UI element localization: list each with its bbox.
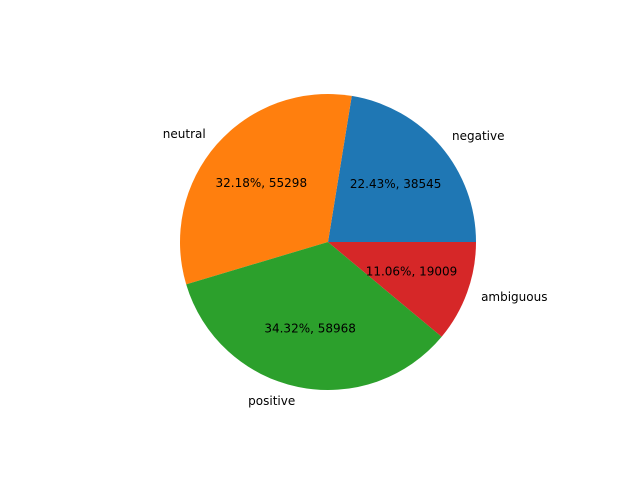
pie-slice-ambiguous: [328, 242, 476, 337]
pie-slice-negative: [328, 95, 476, 242]
slice-label-negative: negative: [452, 129, 504, 143]
slice-label-ambiguous: ambiguous: [481, 290, 547, 304]
pie-slice-neutral: [179, 94, 352, 285]
slice-label-positive: positive: [248, 394, 295, 408]
pie-slice-positive: [186, 242, 442, 391]
slice-percent-label-positive: 34.32%, 58968: [264, 321, 356, 335]
pie-labels: negative 22.43%, 38545 neutral 32.18%, 5529…: [163, 127, 548, 408]
slice-percent-label-neutral: 32.18%, 55298: [216, 176, 308, 190]
slice-label-neutral: neutral: [163, 127, 206, 141]
slice-percent-label-ambiguous: 11.06%, 19009: [366, 265, 458, 279]
pie-slices: [179, 94, 476, 391]
slice-percent-label-negative: 22.43%, 38545: [350, 177, 442, 191]
